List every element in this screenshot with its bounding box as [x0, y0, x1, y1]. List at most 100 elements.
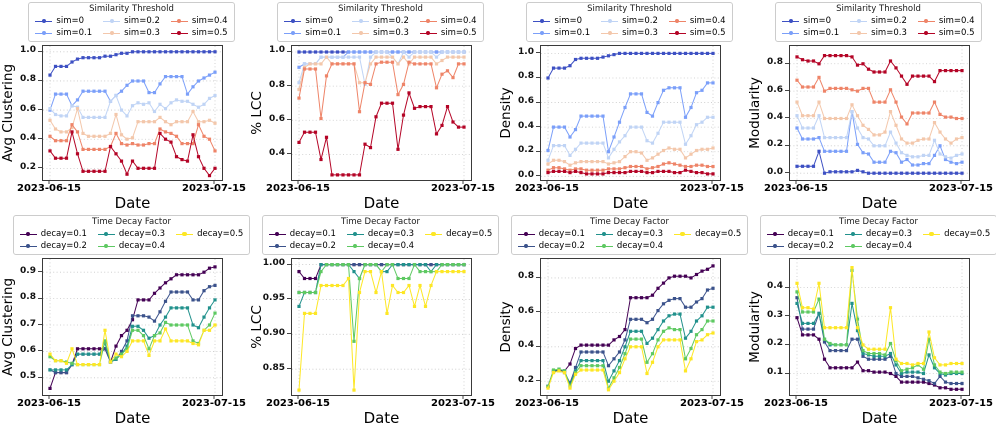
legend-dot-icon — [675, 30, 680, 36]
legend-line-marker-icon — [850, 30, 868, 37]
legend-title: Time Decay Factor — [839, 217, 918, 227]
legend-line-marker-icon — [850, 18, 868, 25]
y-tick-label: 0.4 — [20, 132, 36, 143]
legend-title: Time Decay Factor — [341, 217, 420, 227]
legend-line-marker-icon — [533, 30, 551, 37]
y-tick-mark-icon — [536, 101, 540, 103]
x-axis-label: Date — [363, 194, 400, 212]
x-tick-area: 2023-06-15 2023-07-15 — [764, 181, 993, 194]
legend-entry: decay=0.2 — [517, 240, 585, 252]
y-axis-label: Density — [497, 45, 514, 181]
legend-dot-icon — [358, 30, 363, 36]
x-tick-mark-icon — [546, 396, 548, 399]
legend-line-marker-icon — [268, 231, 286, 238]
legend-entry-label: decay=0.1 — [787, 229, 834, 239]
plot-area — [291, 45, 472, 181]
x-tick-row: 2023-06-15 2023-07-15 — [0, 181, 249, 194]
x-tick-mark-icon — [711, 396, 713, 399]
legend-entry-label: sim=0.1 — [554, 28, 591, 38]
plot-area — [789, 45, 970, 181]
legend-entry: sim=0.1 — [35, 27, 92, 39]
x-tick-area: 2023-06-15 2023-07-15 — [266, 181, 495, 194]
legend-entry-label: sim=0.5 — [689, 28, 726, 38]
legend-dot-icon — [924, 18, 929, 24]
legend-line-marker-icon — [766, 243, 784, 250]
legend-entry: sim=0.3 — [103, 27, 160, 39]
legend-entry: decay=0.1 — [517, 228, 585, 240]
x-tick-label: 2023-06-15 — [266, 398, 330, 409]
legend-entry: sim=0.4 — [170, 15, 228, 27]
chart-cell-0: Similarity Threshold sim=0 sim=0.1 sim=0.2 s… — [0, 0, 249, 213]
plot-main: Avg Clustering 0.2 0.4 0.6 0.8 1.0 — [0, 45, 249, 181]
y-axis-label-text: Density — [497, 87, 514, 139]
legend-entries: sim=0 sim=0.1 sim=0.2 sim=0.3 sim=0.4 sim=0.5 — [35, 15, 228, 39]
legend-dot-icon — [275, 231, 280, 237]
y-tick-mark-icon — [38, 138, 42, 140]
legend-entry: decay=0.1 — [268, 228, 336, 240]
y-tick-label: 0.2 — [518, 374, 534, 385]
legend-entry-label: decay=0.2 — [289, 241, 336, 251]
y-tick-mark-icon — [38, 167, 42, 169]
legend-line-marker-icon — [782, 30, 800, 37]
y-tick-label: 0.0 — [518, 169, 534, 180]
legend-dot-icon — [851, 243, 856, 249]
legend-entry-label: sim=0.5 — [191, 28, 228, 38]
y-tick-label: 0.0 — [767, 166, 783, 177]
x-tick-label: 2023-06-15 — [515, 398, 579, 409]
legend-entry: sim=0.2 — [850, 15, 907, 27]
legend-line-marker-icon — [35, 30, 53, 37]
x-tick-row: 2023-06-15 2023-07-15 — [0, 396, 249, 409]
y-axis-label-text: Avg Clustering — [0, 63, 16, 163]
y-tick-label: 1.0 — [20, 45, 36, 56]
plot-main: Density 0.2 0.4 0.6 0.8 — [498, 258, 747, 396]
legend-entries: decay=0.1 decay=0.2 decay=0.3 decay=0.4 deca… — [19, 228, 243, 252]
y-tick-mark-icon — [38, 297, 42, 299]
plot-main: Density 0.0 0.2 0.4 0.6 0.8 1.0 — [498, 45, 747, 181]
plot-area — [540, 258, 721, 396]
legend-dot-icon — [290, 18, 295, 24]
x-axis-label: Date — [861, 409, 898, 427]
legend-dot-icon — [353, 231, 358, 237]
y-axis-label: Density — [498, 258, 514, 396]
y-tick-label: 0.1 — [767, 367, 783, 378]
chart-cell-2: Similarity Threshold sim=0 sim=0.1 sim=0.2 s… — [498, 0, 747, 213]
x-tick-label: 2023-07-15 — [182, 398, 246, 409]
legend-entry: sim=0.2 — [103, 15, 160, 27]
y-tick-mark-icon — [287, 263, 291, 265]
legend-line-marker-icon — [284, 18, 302, 25]
legend-entry: decay=0.5 — [674, 228, 741, 240]
y-tick-label: 0.4 — [767, 111, 783, 122]
legend-dot-icon — [26, 243, 31, 249]
legend-entry-label: decay=0.1 — [40, 229, 87, 239]
y-tick-column: 0.85 0.90 0.95 1.00 — [263, 258, 291, 396]
x-tick-label: 2023-07-15 — [182, 183, 246, 194]
legend-entry: sim=0 — [533, 15, 590, 27]
legend-dot-icon — [539, 30, 544, 36]
plot-area — [291, 258, 472, 396]
legend-line-marker-icon — [674, 231, 692, 238]
y-tick-mark-icon — [38, 50, 42, 52]
legend-entry: decay=0.1 — [766, 228, 834, 240]
legend-line-marker-icon — [284, 30, 302, 37]
legend-line-marker-icon — [668, 30, 686, 37]
y-axis-label-text: Modularity — [746, 77, 763, 149]
y-tick-label: 0.2 — [767, 338, 783, 349]
y-tick-label: 0.6 — [518, 305, 534, 316]
legend-line-marker-icon — [517, 231, 535, 238]
y-tick-mark-icon — [785, 90, 789, 92]
legend-line-marker-icon — [917, 18, 935, 25]
legend-dot-icon — [41, 18, 46, 24]
chart-cell-3: Similarity Threshold sim=0 sim=0.1 sim=0.2 s… — [747, 0, 996, 213]
chart-svg-1 — [292, 46, 471, 180]
x-tick-row: 2023-06-15 2023-07-15 — [498, 181, 747, 194]
legend-title: Similarity Threshold — [587, 4, 672, 14]
legend-entry-label: decay=0.1 — [289, 229, 336, 239]
x-tick-label: 2023-06-15 — [764, 398, 828, 409]
x-axis-label: Date — [114, 194, 151, 212]
legend-entry-label: sim=0.2 — [373, 16, 409, 26]
x-tick-area: 2023-06-15 2023-07-15 — [266, 396, 495, 409]
legend-entry-label: sim=0.2 — [622, 16, 658, 26]
legend-entry-label: decay=0.3 — [616, 229, 664, 239]
legend-entry-label: decay=0.1 — [538, 229, 585, 239]
